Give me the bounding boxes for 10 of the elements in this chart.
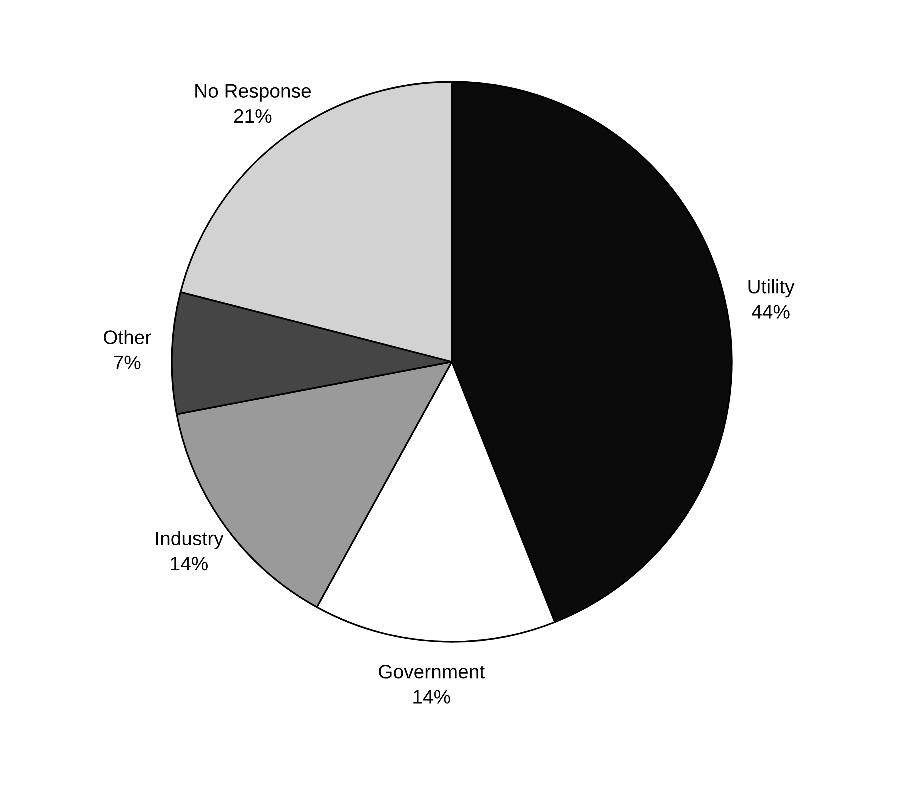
data-label: 21% — [234, 109, 272, 124]
slice-label: Industry — [156, 531, 224, 550]
slice-label: Government — [379, 665, 485, 679]
slice-label: Other — [104, 330, 152, 344]
data-label: 7% — [114, 356, 141, 370]
data-label: 44% — [752, 305, 790, 319]
data-label: 14% — [171, 557, 208, 571]
data-label: 14% — [414, 690, 450, 704]
slice-label: No Response — [196, 84, 311, 102]
slice-label: Utility — [748, 279, 795, 298]
